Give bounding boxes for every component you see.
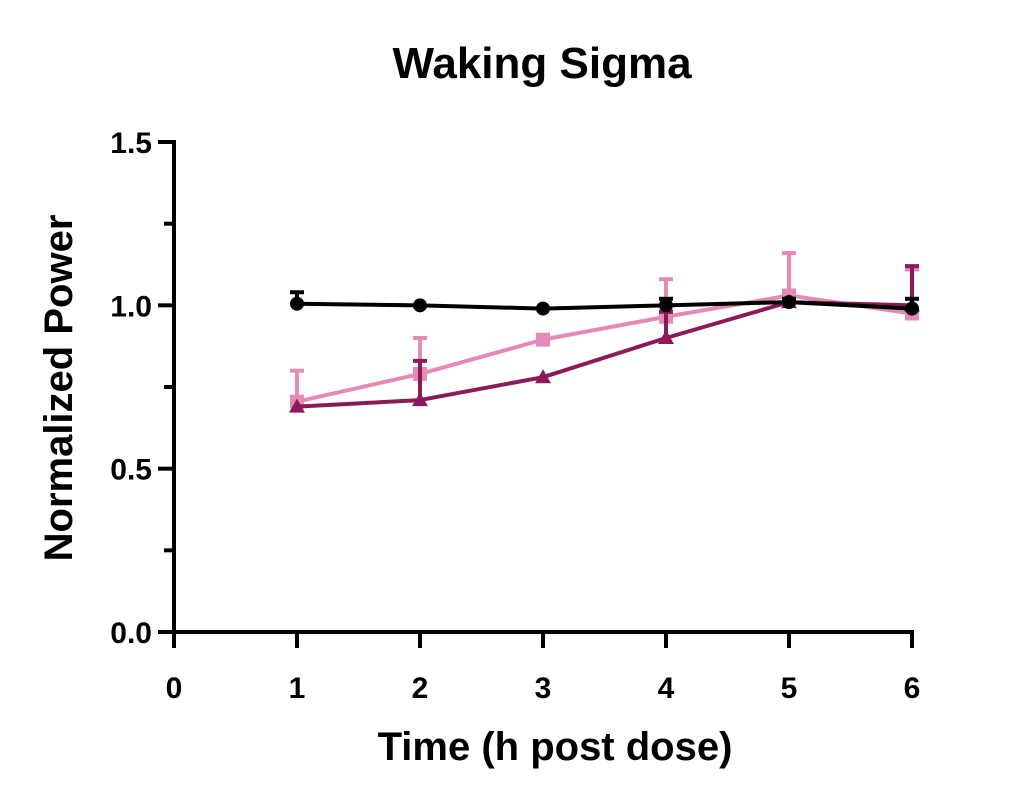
x-tick-label: 1	[289, 672, 306, 705]
y-tick-label: 0.5	[110, 454, 152, 487]
series-line	[296, 300, 913, 311]
chart-title: Waking Sigma	[392, 39, 692, 88]
series-line	[296, 300, 913, 409]
x-tick-label: 4	[658, 672, 675, 705]
x-tick-label: 0	[166, 672, 183, 705]
series-triangle	[289, 264, 920, 413]
y-tick-label: 1.0	[110, 290, 152, 323]
data-point	[905, 301, 919, 316]
data-point	[659, 298, 673, 313]
data-point	[535, 369, 551, 384]
data-point	[658, 330, 674, 344]
x-tick-label: 6	[904, 672, 921, 705]
x-tick-label: 5	[781, 672, 798, 705]
x-tick-label: 2	[412, 672, 429, 705]
data-point	[412, 392, 428, 407]
series-layer	[289, 251, 920, 413]
series-circle	[290, 290, 919, 316]
axes: 0.0 0.5 1.0 1.5 0 1 2 3 4 5 6	[110, 127, 920, 705]
data-point	[536, 332, 550, 347]
series-line	[296, 293, 913, 404]
y-tick-label: 1.5	[110, 127, 152, 160]
data-point	[290, 296, 304, 311]
x-axis-label: Time (h post dose)	[378, 725, 733, 769]
data-point	[413, 298, 427, 313]
x-tick-label: 3	[535, 672, 552, 705]
data-point	[782, 295, 796, 310]
y-axis-label: Normalized Power	[37, 215, 81, 562]
y-tick-label: 0.0	[110, 617, 152, 650]
data-point	[289, 398, 305, 413]
series-square	[290, 251, 919, 409]
data-point	[536, 301, 550, 316]
